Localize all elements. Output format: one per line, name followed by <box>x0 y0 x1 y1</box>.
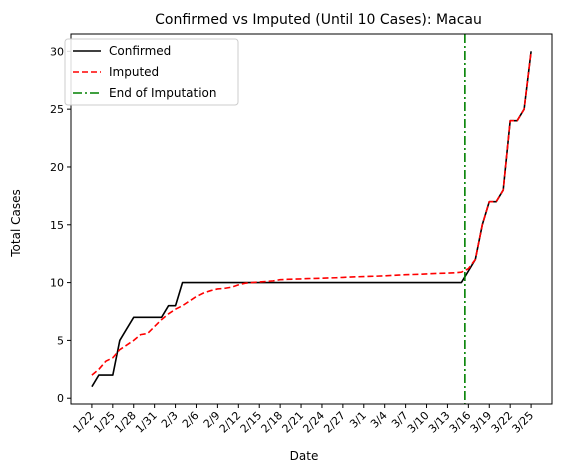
legend-label-end-of-imputation: End of Imputation <box>109 86 217 100</box>
series-line-imputed <box>91 51 532 376</box>
y-tick-label: 25 <box>50 103 64 116</box>
chart-title: Confirmed vs Imputed (Until 10 Cases): M… <box>155 12 482 28</box>
legend-label-confirmed: Confirmed <box>109 44 171 58</box>
axes-frame <box>70 33 553 405</box>
legend-label-imputed: Imputed <box>109 65 159 79</box>
legend: Confirmed Imputed End of Imputation <box>64 38 239 106</box>
legend-box <box>64 38 239 106</box>
x-axis-label: Date <box>290 449 319 463</box>
y-tick-label: 10 <box>50 277 64 290</box>
y-tick-label: 0 <box>57 392 64 405</box>
y-tick-label: 20 <box>50 161 64 174</box>
y-tick-label: 30 <box>50 45 64 58</box>
y-tick-label: 5 <box>57 334 64 347</box>
y-axis-label: Total Cases <box>9 189 23 257</box>
series-line-confirmed <box>91 51 532 388</box>
y-tick-label: 15 <box>50 219 64 232</box>
